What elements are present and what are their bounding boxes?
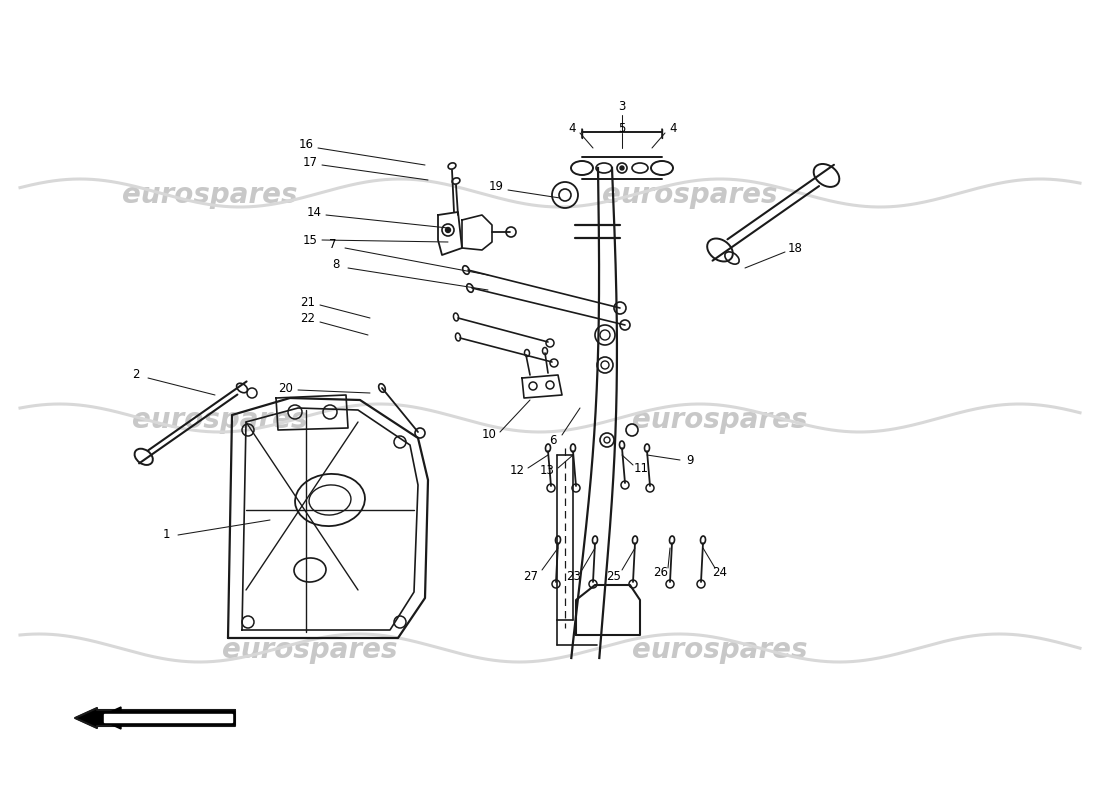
Text: 16: 16 (298, 138, 314, 151)
Text: eurospares: eurospares (122, 181, 298, 209)
Text: 8: 8 (332, 258, 340, 271)
Text: 19: 19 (488, 181, 504, 194)
Text: 26: 26 (653, 566, 669, 579)
Text: 27: 27 (524, 570, 539, 582)
Text: 6: 6 (549, 434, 557, 446)
Text: 7: 7 (329, 238, 337, 251)
Text: eurospares: eurospares (132, 406, 308, 434)
Circle shape (620, 166, 624, 170)
Text: 23: 23 (566, 570, 582, 582)
Text: 2: 2 (132, 369, 140, 382)
Text: 14: 14 (307, 206, 321, 218)
Text: 4: 4 (569, 122, 575, 135)
Text: 17: 17 (302, 155, 318, 169)
FancyArrow shape (97, 707, 235, 729)
Text: eurospares: eurospares (632, 636, 807, 664)
Text: 20: 20 (278, 382, 294, 394)
FancyArrow shape (104, 714, 232, 722)
Text: 11: 11 (634, 462, 649, 474)
Polygon shape (75, 708, 235, 728)
Text: 22: 22 (300, 313, 316, 326)
Text: 9: 9 (686, 454, 694, 466)
Text: 5: 5 (618, 122, 626, 135)
Text: 24: 24 (713, 566, 727, 579)
Text: 21: 21 (300, 295, 316, 309)
Text: eurospares: eurospares (603, 181, 778, 209)
Text: 3: 3 (618, 101, 626, 114)
Text: 10: 10 (482, 429, 496, 442)
Text: 4: 4 (669, 122, 676, 135)
Text: 12: 12 (509, 465, 525, 478)
Text: eurospares: eurospares (222, 636, 398, 664)
Text: 18: 18 (788, 242, 802, 255)
Text: eurospares: eurospares (632, 406, 807, 434)
Circle shape (446, 227, 451, 233)
Text: 25: 25 (606, 570, 621, 582)
Text: 15: 15 (302, 234, 318, 246)
Text: 13: 13 (540, 465, 554, 478)
Text: 1: 1 (163, 529, 169, 542)
